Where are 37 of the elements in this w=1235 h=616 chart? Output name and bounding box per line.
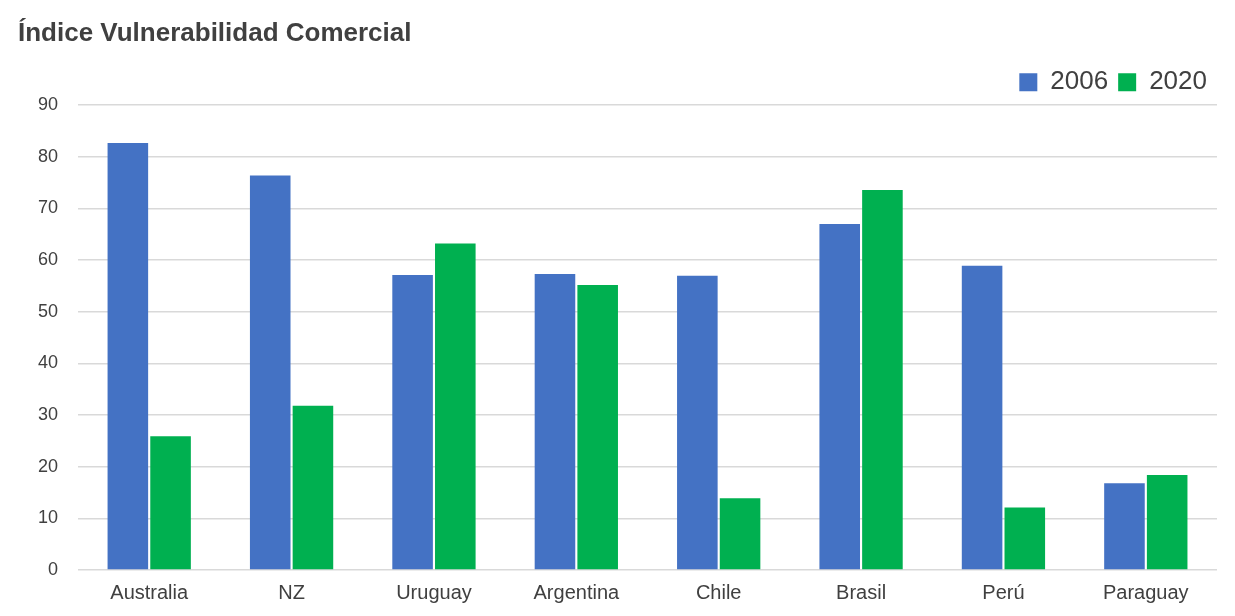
x-tick-label: Chile	[695, 580, 742, 603]
bar	[719, 498, 761, 570]
y-tick-label: 70	[37, 197, 59, 218]
x-tick-label: Perú	[982, 580, 1025, 603]
y-tick-label: 90	[37, 94, 59, 115]
bar	[107, 142, 149, 570]
y-tick-label: 60	[37, 249, 59, 270]
bar	[534, 274, 576, 570]
legend-label: 2020	[1149, 65, 1207, 96]
y-tick-label: 20	[37, 455, 59, 476]
legend-label: 2006	[1050, 65, 1109, 96]
bar	[392, 275, 433, 570]
bar	[1104, 483, 1145, 570]
x-tick-label: NZ	[278, 580, 305, 603]
y-tick-label: 10	[37, 507, 59, 528]
x-tick-label: Paraguay	[1103, 580, 1189, 603]
x-tick-label: Australia	[110, 580, 189, 603]
x-tick-label: Brasil	[836, 580, 887, 603]
chart-title: Índice Vulnerabilidad Comercial	[18, 16, 412, 47]
y-tick-label: 30	[37, 404, 59, 425]
bar	[677, 275, 718, 570]
bar	[150, 436, 191, 570]
bar	[292, 405, 334, 570]
y-tick-label: 50	[37, 300, 59, 321]
bar	[577, 284, 618, 570]
bar	[1004, 507, 1046, 570]
x-tick-label: Argentina	[533, 580, 620, 603]
bar	[435, 243, 476, 570]
bar	[961, 265, 1003, 570]
y-tick-label: 0	[48, 558, 59, 579]
bar	[862, 189, 903, 570]
bar	[819, 223, 860, 570]
x-tick-label: Uruguay	[396, 580, 472, 603]
bar	[249, 175, 291, 570]
bar	[1146, 474, 1188, 570]
y-tick-label: 80	[37, 145, 59, 166]
y-tick-label: 40	[37, 352, 59, 373]
